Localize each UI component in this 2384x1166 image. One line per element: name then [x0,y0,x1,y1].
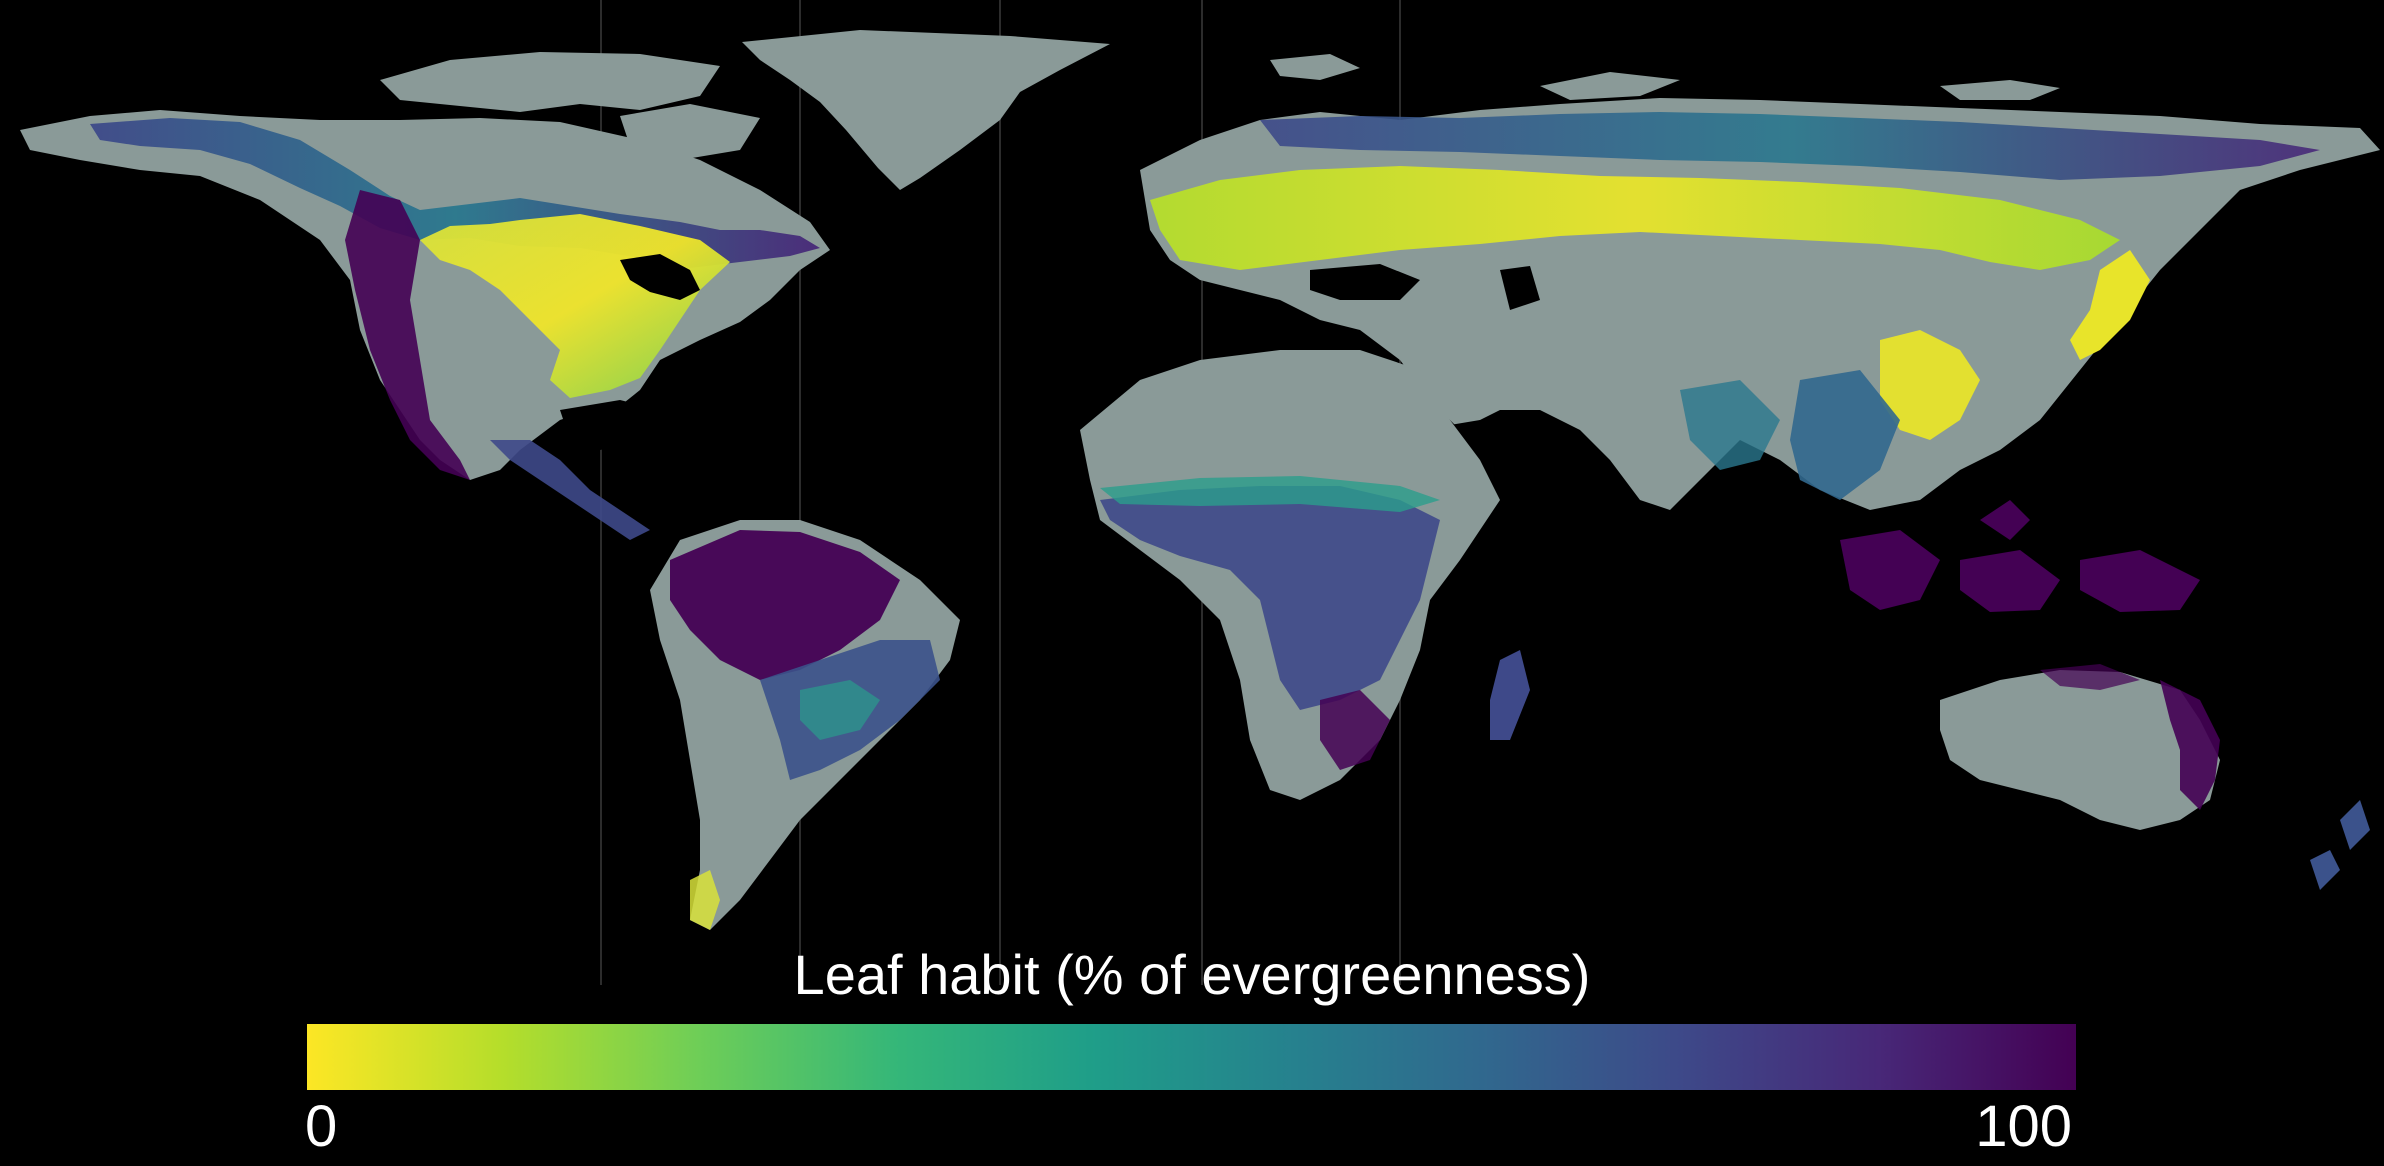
north-america [20,110,830,540]
africa [1080,350,1530,800]
colorbar [307,1024,2076,1090]
colorbar-min-label: 0 [305,1094,338,1159]
new-zealand [2310,800,2370,890]
south-america [650,520,960,930]
maritime-southeast-asia [1840,500,2200,612]
legend-title: Leaf habit (% of evergreenness) [793,943,1591,1006]
eurasia [1140,98,2380,510]
arctic-landmass [380,30,2060,190]
colorbar-max-label: 100 [1975,1094,2072,1159]
australia [1940,664,2220,830]
japan [2070,250,2150,360]
world-map [20,0,2380,985]
